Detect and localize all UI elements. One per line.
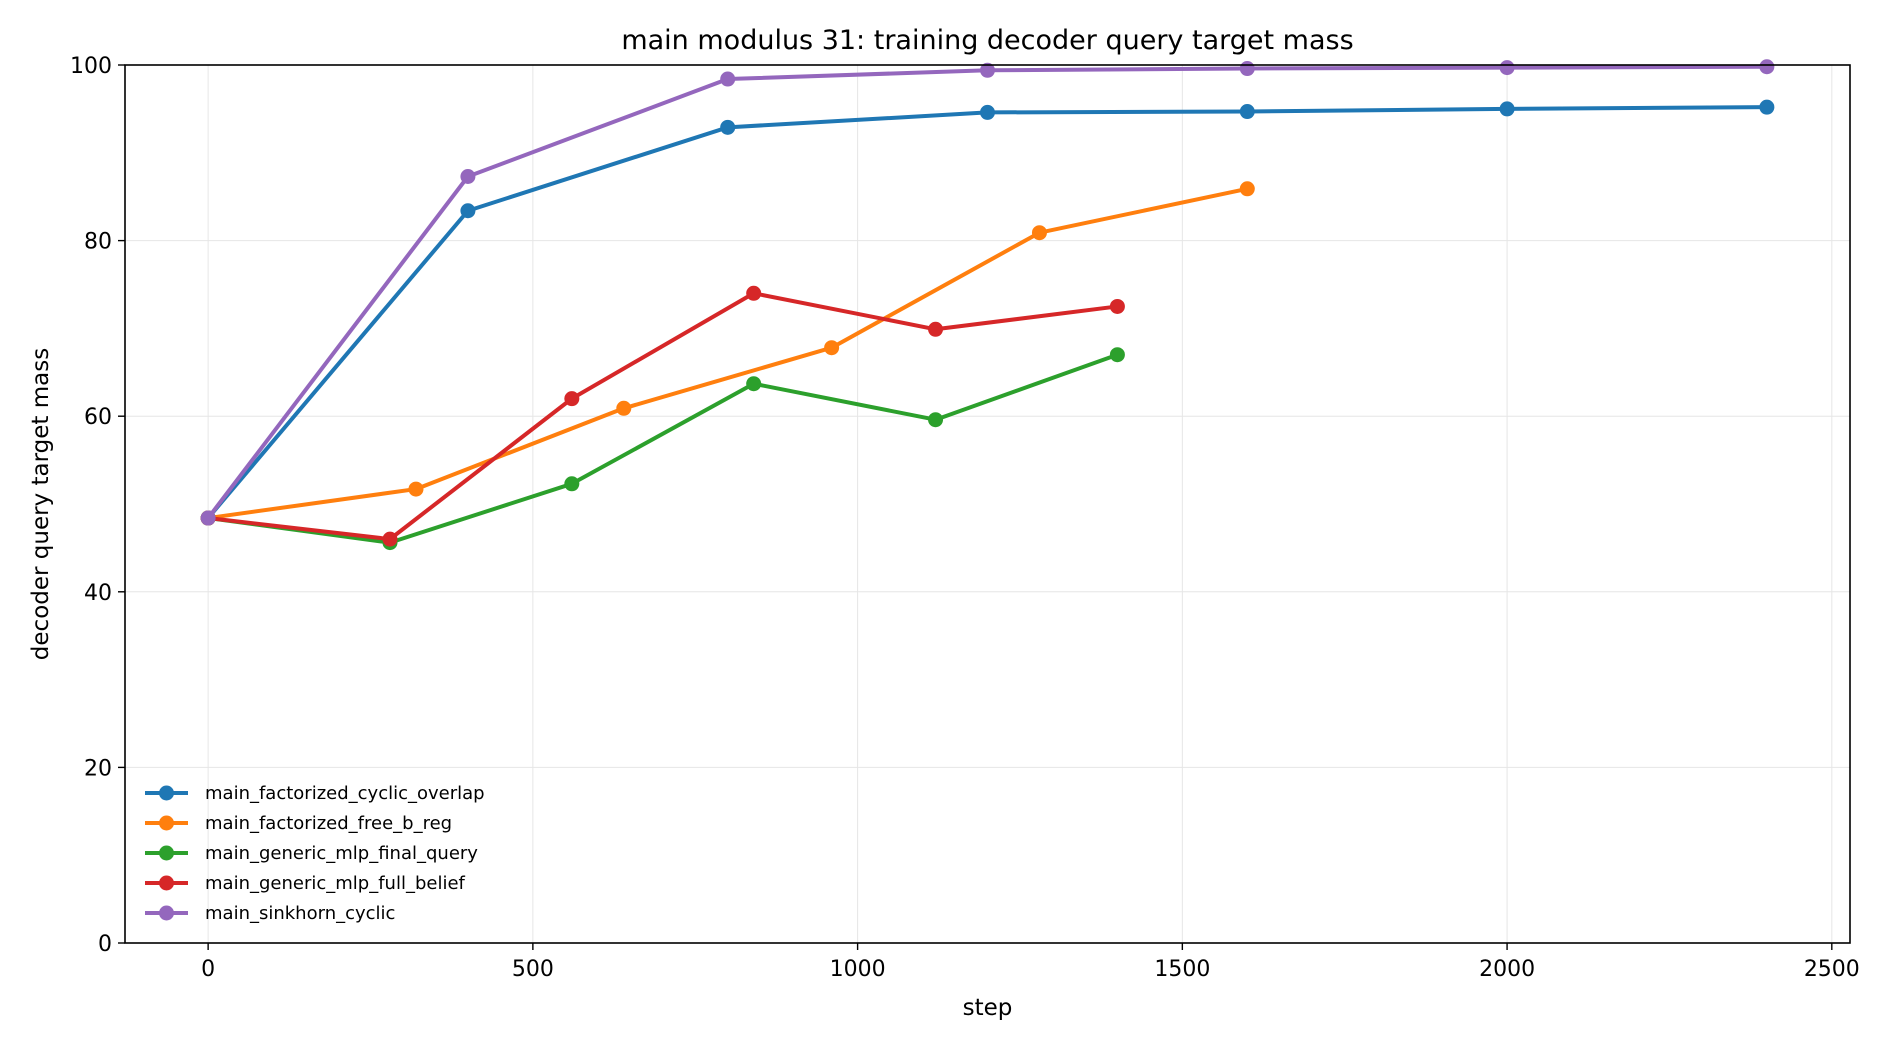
data-point [408,482,423,497]
legend-label: main_generic_mlp_full_belief [205,873,466,894]
legend-marker [159,786,174,801]
data-point [1240,61,1255,76]
data-point [564,391,579,406]
x-tick-label: 500 [512,957,554,982]
y-tick-label: 60 [84,405,112,430]
data-point [746,376,761,391]
data-point [1500,60,1515,75]
data-point [720,120,735,135]
data-point [1110,347,1125,362]
x-tick-label: 2000 [1479,957,1535,982]
data-point [746,286,761,301]
legend-label: main_generic_mlp_final_query [205,843,478,864]
legend-marker [159,816,174,831]
data-point [928,322,943,337]
chart-title: main modulus 31: training decoder query … [621,25,1353,56]
data-point [1240,181,1255,196]
data-point [382,532,397,547]
y-tick-label: 20 [84,756,112,781]
data-point [720,72,735,87]
y-axis-label: decoder query target mass [28,348,54,660]
legend-label: main_factorized_free_b_reg [205,813,452,834]
y-tick-label: 100 [70,54,112,79]
data-point [460,203,475,218]
data-point [1759,59,1774,74]
x-tick-label: 2500 [1804,957,1860,982]
x-axis-label: step [963,995,1013,1021]
legend-marker [159,846,174,861]
x-tick-label: 0 [201,957,215,982]
data-point [824,340,839,355]
legend-marker [159,906,174,921]
legend-marker [159,876,174,891]
x-tick-label: 1500 [1154,957,1210,982]
y-tick-label: 40 [84,581,112,606]
data-point [460,169,475,184]
data-point [1032,225,1047,240]
data-point [1240,104,1255,119]
data-point [616,401,631,416]
legend-label: main_factorized_cyclic_overlap [205,783,485,804]
data-point [201,511,216,526]
x-tick-label: 1000 [830,957,886,982]
y-tick-label: 0 [98,932,112,957]
y-tick-label: 80 [84,230,112,255]
data-point [928,412,943,427]
data-point [1500,101,1515,116]
legend-label: main_sinkhorn_cyclic [205,903,395,924]
data-point [980,105,995,120]
data-point [1110,299,1125,314]
data-point [1759,100,1774,115]
data-point [564,476,579,491]
